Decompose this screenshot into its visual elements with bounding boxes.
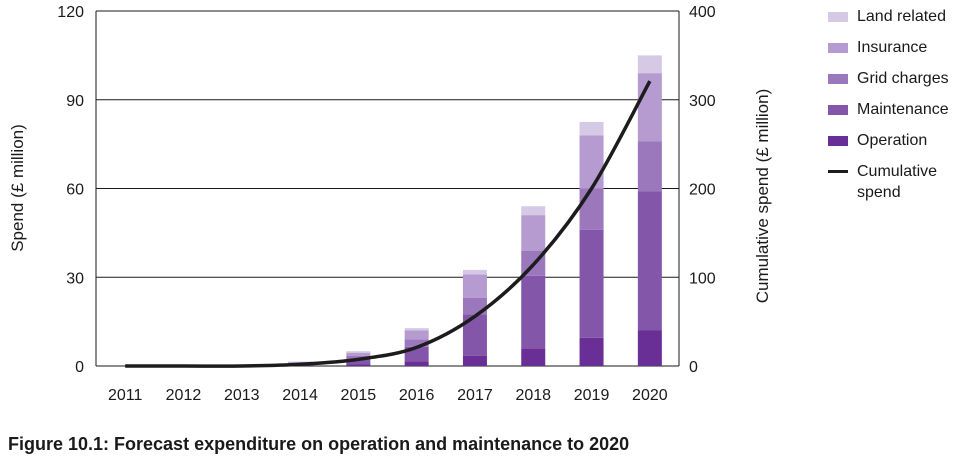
x-tick-label: 2011 [108, 387, 143, 404]
legend-item: Grid charges [828, 68, 975, 89]
legend-item: Cumulative spend [828, 161, 975, 203]
x-axis-ticks: 2011 2012 2013 2014 2015 2016 2017 2018 2019 2020 [108, 387, 668, 404]
left-axis-title: Spend (£ million) [8, 124, 27, 252]
legend-label: Operation [857, 132, 928, 149]
legend-swatch [828, 136, 848, 146]
left-axis-ticks: 0 30 60 90 120 [57, 4, 84, 376]
x-tick-label: 2018 [515, 387, 551, 404]
x-tick-label: 2015 [341, 387, 377, 404]
bar-segment-operation [462, 355, 487, 366]
bar-segment-operation [521, 348, 546, 366]
right-axis-ticks: 0 100 200 300 400 [689, 4, 716, 376]
bar-segment-grid-charges [637, 141, 662, 192]
legend-label: Grid charges [857, 70, 949, 87]
legend-item: Maintenance [828, 99, 975, 120]
left-tick-label: 90 [66, 93, 84, 110]
right-tick-label: 200 [689, 182, 716, 199]
bar-segment-land-related [637, 55, 662, 74]
legend-swatch [828, 105, 848, 115]
legend-label: Insurance [857, 39, 928, 56]
bar-segment-operation [637, 330, 662, 366]
bar-segment-insurance [579, 135, 604, 189]
legend: Land related Insurance Grid charges Mainten… [828, 6, 975, 213]
legend-label: Cumulative spend [857, 163, 938, 201]
bar-segment-maintenance [346, 358, 371, 365]
bar-segment-insurance [404, 330, 429, 340]
bar-segment-insurance [462, 274, 487, 298]
legend-label: Land related [857, 8, 946, 25]
x-tick-label: 2016 [399, 387, 435, 404]
legend-item: Insurance [828, 37, 975, 58]
legend-label: Maintenance [857, 101, 949, 118]
left-tick-label: 0 [75, 359, 84, 376]
bar-segment-maintenance [521, 275, 546, 349]
x-tick-label: 2013 [224, 387, 260, 404]
x-tick-label: 2014 [282, 387, 318, 404]
x-tick-label: 2012 [166, 387, 202, 404]
bar-segment-maintenance [579, 229, 604, 338]
right-tick-label: 400 [689, 4, 716, 21]
x-tick-label: 2020 [632, 387, 668, 404]
legend-swatch [828, 12, 848, 22]
legend-swatch [828, 170, 848, 173]
bar-segment-land-related [521, 206, 546, 216]
right-tick-label: 300 [689, 93, 716, 110]
bar-segment-grid-charges [404, 339, 429, 347]
bar-segment-insurance [521, 215, 546, 251]
right-axis-title: Cumulative spend (£ million) [753, 89, 772, 303]
bar-segment-land-related [462, 269, 487, 275]
left-tick-label: 120 [57, 4, 84, 21]
left-tick-label: 30 [66, 270, 84, 287]
bar-segment-insurance [346, 352, 371, 356]
bar-segment-operation [404, 361, 429, 366]
legend-swatch [828, 74, 848, 84]
bar-segment-grid-charges [346, 355, 371, 359]
cumulative-spend-line [125, 80, 652, 368]
figure-caption: Figure 10.1: Forecast expenditure on ope… [8, 434, 630, 454]
x-tick-label: 2017 [457, 387, 493, 404]
axes [95, 11, 680, 366]
bar-segment-grid-charges [579, 188, 604, 230]
bar-segment-operation [579, 337, 604, 366]
legend-item: Operation [828, 130, 975, 151]
right-tick-label: 100 [689, 270, 716, 287]
legend-item: Land related [828, 6, 975, 27]
x-tick-label: 2019 [574, 387, 610, 404]
bar-segment-land-related [579, 121, 604, 136]
bars [288, 55, 662, 366]
bar-segment-land-related [404, 328, 429, 331]
bar-segment-land-related [346, 351, 371, 353]
bar-segment-land-related [288, 361, 313, 363]
legend-swatch [828, 43, 848, 53]
right-tick-label: 0 [689, 359, 698, 376]
left-tick-label: 60 [66, 182, 84, 199]
bar-segment-maintenance [637, 191, 662, 331]
bar-segment-operation [346, 364, 371, 366]
